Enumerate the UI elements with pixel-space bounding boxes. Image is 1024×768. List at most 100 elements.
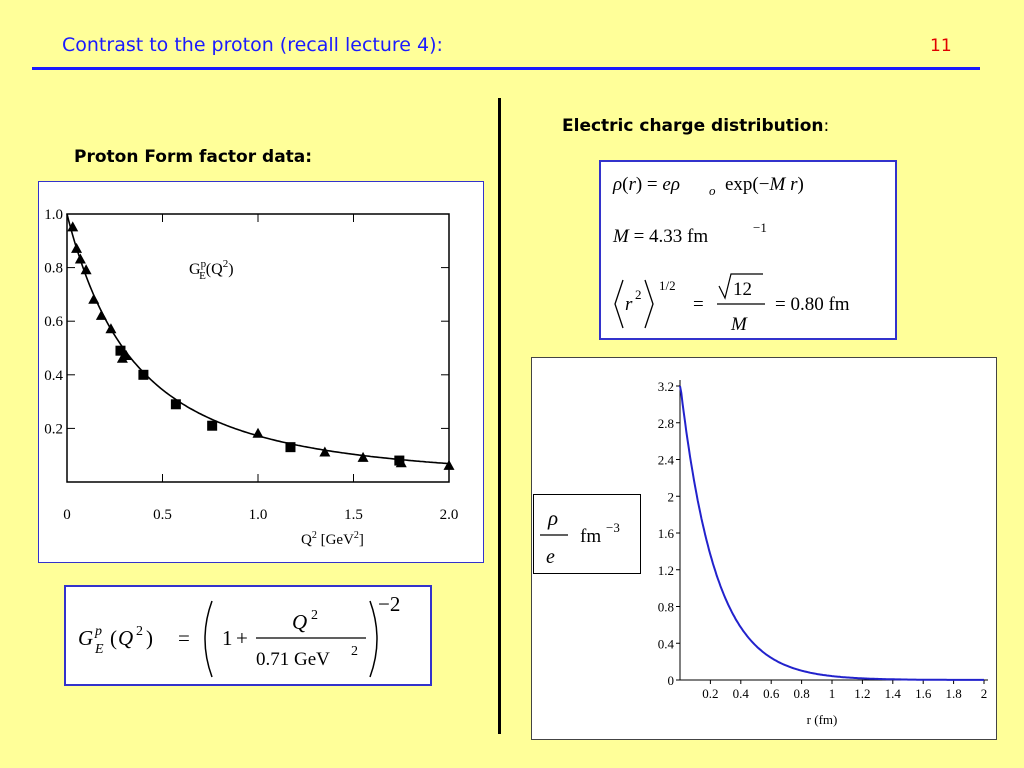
data-point-triangle bbox=[443, 459, 455, 470]
y-tick-label: 0.4 bbox=[658, 636, 675, 651]
data-point-square bbox=[170, 399, 181, 410]
left-heading: Proton Form factor data: bbox=[74, 147, 313, 167]
data-point-triangle bbox=[357, 451, 369, 462]
svg-text:1: 1 bbox=[222, 626, 233, 650]
ge-formula: G p E ( Q 2 ) = 1 + Q 2 0.71 GeV 2 −2 bbox=[78, 592, 400, 678]
data-point-square bbox=[207, 420, 218, 431]
x-tick-label: 0.2 bbox=[702, 686, 718, 701]
dipole-fit-curve bbox=[66, 213, 450, 465]
x-tick-label: 0.8 bbox=[793, 686, 809, 701]
charge-distribution-chart: 0 0.4 0.8 1.2 1.6 2 2.4 2.8 3.2 0.2 0.4 0.6 0.8 1 1.2 1… bbox=[658, 379, 988, 727]
x-tick-label: 0.6 bbox=[763, 686, 780, 701]
svg-text:=: = bbox=[693, 294, 704, 315]
x-tick-label: 1.6 bbox=[915, 686, 932, 701]
data-point-triangle bbox=[319, 446, 331, 457]
x-tick-label: 0.4 bbox=[733, 686, 750, 701]
svg-text:−3: −3 bbox=[606, 520, 620, 535]
x-tick-label: 1.2 bbox=[854, 686, 870, 701]
form-factor-plot: 0 0.5 1.0 1.5 2.0 0.2 0.4 0.6 0.8 1.0 Gp E(Q2) Q2 [G… bbox=[38, 181, 484, 563]
data-point-triangle bbox=[105, 323, 117, 334]
data-point-triangle bbox=[67, 221, 79, 232]
y-tick-label: 1.0 bbox=[44, 207, 63, 223]
right-heading-colon: : bbox=[823, 116, 830, 136]
svg-text:Q: Q bbox=[118, 626, 133, 650]
right-heading-text: Electric charge distribution bbox=[562, 116, 824, 136]
data-point-triangle bbox=[80, 264, 92, 275]
data-point-triangle bbox=[120, 350, 132, 361]
svg-text:exp(−M r): exp(−M r) bbox=[725, 174, 804, 195]
x-tick-label: 1.8 bbox=[945, 686, 961, 701]
y-tick-label: 2.4 bbox=[658, 453, 675, 468]
rho-over-e-label: ρ e fm −3 bbox=[540, 506, 620, 568]
charge-distribution-formulas: ρ(r) = eρ o exp(−M r) M = 4.33 fm −1 r 2… bbox=[612, 174, 850, 335]
charge-distribution-formula-box: ρ(r) = eρ o exp(−M r) M = 4.33 fm −1 r 2… bbox=[599, 160, 897, 340]
data-point-square bbox=[138, 369, 149, 380]
slide-title: Contrast to the proton (recall lecture 4… bbox=[62, 34, 443, 56]
x-axis-label: Q2 [GeV2] bbox=[301, 530, 364, 548]
data-point-square bbox=[285, 442, 296, 453]
x-tick-label: 0 bbox=[63, 507, 71, 523]
y-tick-label: 2.8 bbox=[658, 416, 674, 431]
right-heading: Electric charge distribution: bbox=[562, 116, 829, 136]
svg-text:−1: −1 bbox=[753, 220, 767, 235]
data-point-triangle bbox=[71, 242, 83, 253]
data-point-triangle bbox=[74, 253, 86, 264]
svg-text:=: = bbox=[178, 626, 190, 650]
svg-text:G: G bbox=[78, 626, 93, 650]
x-axis-label: r (fm) bbox=[807, 712, 838, 727]
svg-text:= 0.80 fm: = 0.80 fm bbox=[775, 294, 850, 315]
svg-text:fm: fm bbox=[580, 526, 601, 547]
svg-text:−2: −2 bbox=[378, 592, 400, 616]
data-point-triangle bbox=[95, 309, 107, 320]
data-point-square bbox=[115, 345, 126, 356]
vertical-divider bbox=[498, 98, 501, 734]
x-tick-label: 0.5 bbox=[153, 507, 172, 523]
svg-text:e: e bbox=[546, 546, 555, 568]
y-tick-label: 0.2 bbox=[44, 421, 63, 437]
svg-text:ρ(r) = eρ: ρ(r) = eρ bbox=[612, 174, 680, 195]
x-tick-label: 1.4 bbox=[885, 686, 902, 701]
x-tick-label: 2.0 bbox=[440, 507, 459, 523]
svg-text:Q: Q bbox=[292, 610, 307, 634]
svg-text:E: E bbox=[94, 642, 104, 657]
y-tick-label: 0.6 bbox=[44, 314, 63, 330]
svg-text:2: 2 bbox=[635, 287, 642, 302]
data-point-triangle bbox=[252, 427, 264, 438]
ge-formula-box: G p E ( Q 2 ) = 1 + Q 2 0.71 GeV 2 −2 bbox=[64, 585, 432, 686]
y-tick-label: 1.2 bbox=[658, 563, 674, 578]
y-tick-label: 3.2 bbox=[658, 379, 674, 394]
svg-text:(: ( bbox=[110, 626, 117, 650]
svg-text:2: 2 bbox=[136, 624, 143, 639]
svg-text:+: + bbox=[236, 626, 248, 650]
svg-text:1/2: 1/2 bbox=[659, 278, 676, 293]
form-factor-chart: 0 0.5 1.0 1.5 2.0 0.2 0.4 0.6 0.8 1.0 Gp E(Q2) Q2 [G… bbox=[44, 207, 459, 548]
slide-number: 11 bbox=[930, 36, 952, 56]
x-tick-label: 2 bbox=[981, 686, 988, 701]
svg-text:2: 2 bbox=[311, 608, 318, 623]
y-tick-label: 1.6 bbox=[658, 526, 675, 541]
series-label: Gp E(Q2) bbox=[189, 258, 234, 282]
y-tick-label: 0.8 bbox=[658, 600, 674, 615]
svg-text:p: p bbox=[94, 624, 102, 639]
rho-over-e-label-box: ρ e fm −3 bbox=[533, 494, 641, 574]
svg-text:0.71 GeV: 0.71 GeV bbox=[256, 649, 330, 670]
data-point-square bbox=[394, 455, 405, 466]
x-tick-label: 1 bbox=[829, 686, 836, 701]
y-tick-label: 0.4 bbox=[44, 368, 63, 384]
data-point-triangle bbox=[88, 293, 100, 304]
x-tick-label: 1.0 bbox=[249, 507, 268, 523]
x-tick-label: 1.5 bbox=[344, 507, 363, 523]
title-rule bbox=[32, 67, 980, 70]
svg-text:ρ: ρ bbox=[547, 506, 558, 530]
y-tick-label: 0.8 bbox=[44, 261, 63, 277]
density-curve bbox=[679, 385, 984, 681]
svg-text:r: r bbox=[625, 294, 633, 315]
svg-text:M = 4.33 fm: M = 4.33 fm bbox=[612, 226, 708, 247]
svg-text:2: 2 bbox=[351, 644, 358, 659]
y-tick-label: 0 bbox=[668, 673, 675, 688]
y-tick-label: 2 bbox=[668, 489, 675, 504]
svg-text:): ) bbox=[146, 626, 153, 650]
svg-text:12: 12 bbox=[733, 279, 752, 300]
svg-text:M: M bbox=[730, 314, 748, 335]
svg-text:o: o bbox=[709, 183, 716, 198]
